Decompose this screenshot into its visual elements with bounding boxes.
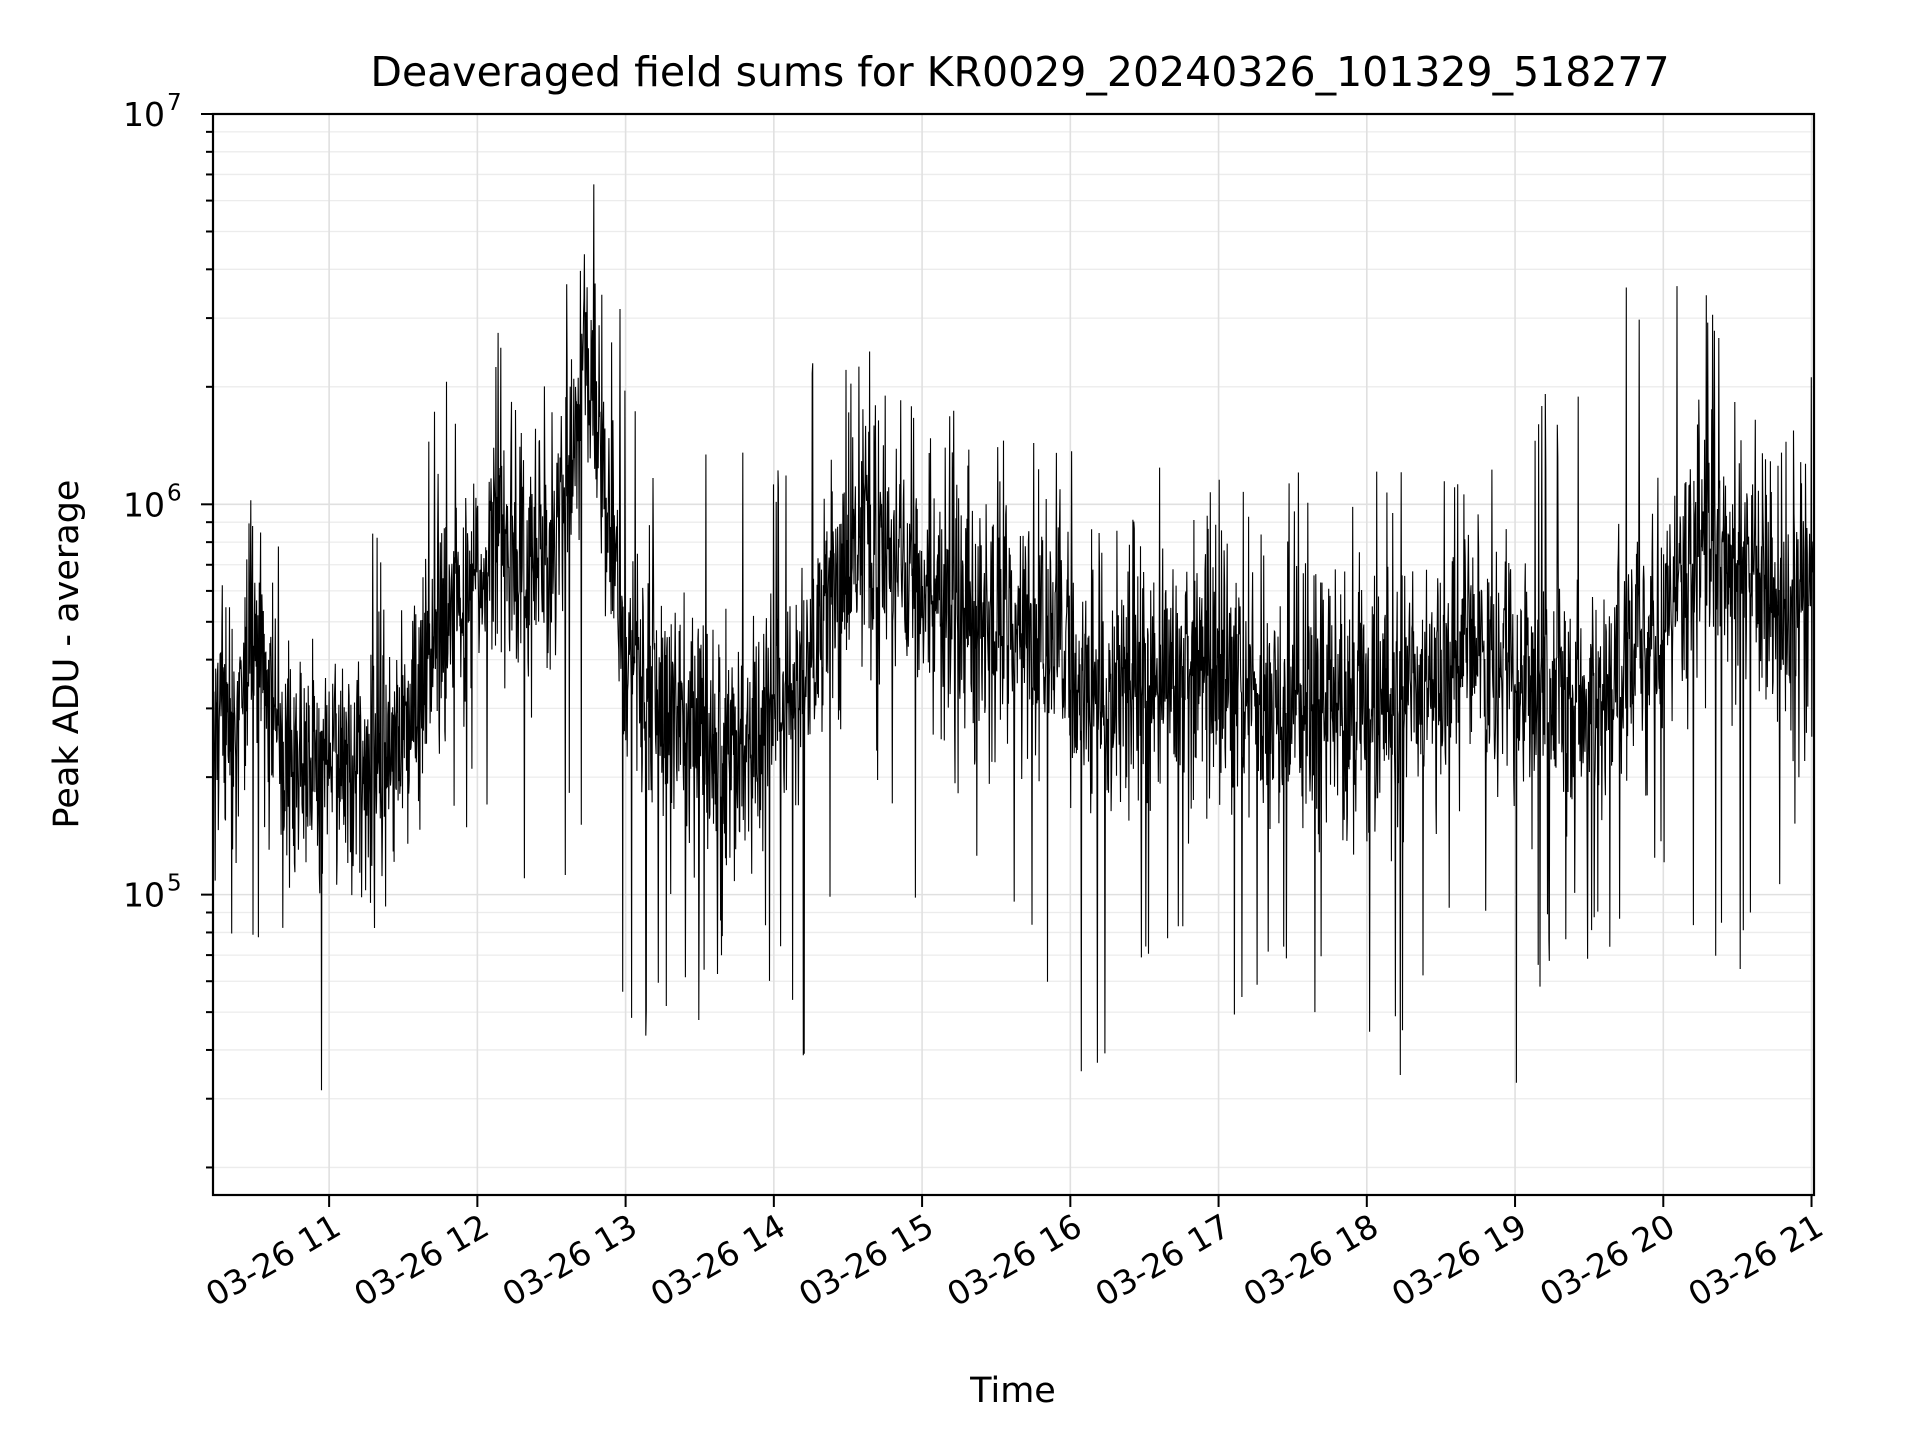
y-tick-label: 10 [123,95,165,134]
y-tick-exponent: 5 [167,871,182,897]
y-tick-label: 10 [123,876,165,915]
series-layer [212,184,1815,1091]
y-tick-label: 10 [123,485,165,524]
chart-title: Deaveraged field sums for KR0029_2024032… [370,48,1669,96]
y-axis-label: Peak ADU - average [47,480,87,829]
y-tick-exponent: 7 [167,90,182,116]
series-line [212,184,1815,1091]
y-tick-exponent: 6 [167,480,182,506]
plot-frame [211,112,1816,1197]
x-axis-label: Time [969,1371,1056,1411]
